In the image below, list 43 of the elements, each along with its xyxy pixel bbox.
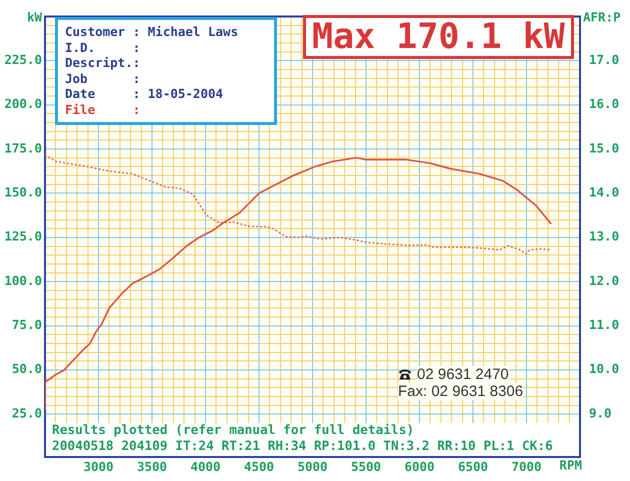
y-tick-label: 25.0 [12, 405, 42, 420]
x-tick-label: 3500 [136, 458, 168, 474]
x-tick-label: 6500 [458, 458, 488, 474]
annotation: I.D. : [65, 40, 140, 54]
y2-tick-label: 15.0 [589, 140, 620, 156]
annotation: Descript.: [65, 55, 140, 70]
x-tick-label: 6000 [404, 458, 435, 474]
y2-tick-label: 13.0 [589, 228, 620, 244]
y-tick-label: 100.0 [4, 272, 42, 288]
annotation: Fax: 02 9631 8306 [398, 383, 524, 400]
text: Results plotted (refer manual for full details) [52, 423, 414, 438]
y-tick-label: 225.0 [4, 52, 42, 67]
y2-tick-label: 10.0 [589, 361, 620, 376]
x-tick-label: 5500 [350, 458, 382, 474]
annotation: Customer : Michael Laws [65, 24, 238, 39]
y-axis-title: kW [26, 9, 42, 24]
y2-tick-label: 9.0 [589, 405, 612, 420]
annotation: Date : 18-05-2004 [65, 86, 224, 101]
x-tick-label: 7000 [511, 458, 542, 474]
x-axis-title: RPM [559, 458, 582, 472]
x-tick-label: 5000 [297, 458, 328, 474]
y2-tick-label: 11.0 [589, 317, 620, 332]
y-tick-label: 175.0 [4, 140, 42, 156]
y2-tick-label: 14.0 [589, 184, 620, 200]
y2-axis-title: AFR:P [583, 9, 621, 24]
y2-tick-label: 12.0 [589, 272, 620, 288]
y-tick-label: 125.0 [4, 228, 42, 244]
y-tick-label: 150.0 [4, 184, 42, 200]
text: 20040518 204109 IT:24 RT:21 RH:34 RP:101.0 TN:3.2 RR:10 PL:1 CK:6 [52, 439, 553, 454]
x-tick-label: 3000 [83, 458, 114, 474]
y-tick-label: 50.0 [12, 361, 42, 376]
line-series [45, 154, 551, 254]
annotation: Max 170.1 kW [312, 17, 565, 57]
y2-tick-label: 17.0 [589, 52, 620, 67]
annotation: Job : [65, 70, 140, 86]
annotation: File : [65, 102, 140, 116]
x-tick-label: 4000 [190, 458, 221, 474]
y-tick-label: 75.0 [12, 317, 42, 332]
y-tick-label: 200.0 [4, 96, 42, 112]
y2-tick-label: 16.0 [589, 96, 620, 112]
readout-box: Max 170.1 kW [303, 15, 574, 59]
x-tick-label: 4500 [244, 458, 274, 474]
annotation: 02 9631 2470 [417, 366, 509, 383]
